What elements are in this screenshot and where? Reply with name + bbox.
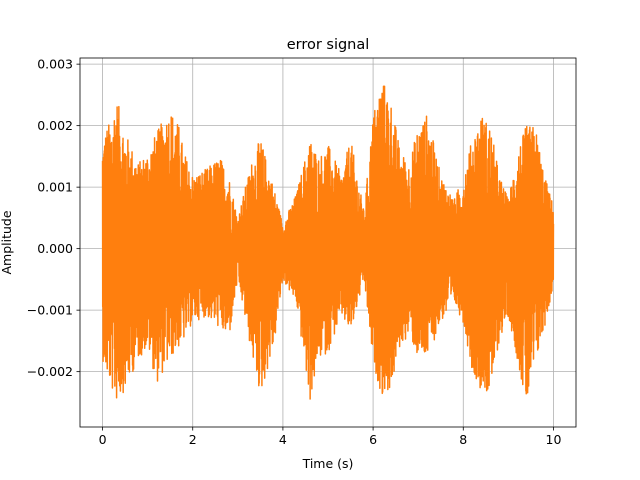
x-tick-label: 10 bbox=[546, 432, 562, 447]
plot-area bbox=[101, 85, 555, 400]
x-axis: 0 2 4 6 8 10 bbox=[99, 427, 562, 447]
axes-frame bbox=[79, 57, 577, 428]
y-axis: −0.002 −0.001 0.000 0.001 0.002 0.003 bbox=[27, 57, 80, 379]
y-tick-label: 0.002 bbox=[37, 118, 73, 133]
y-tick-label: 0.003 bbox=[37, 57, 73, 72]
y-tick-label: −0.002 bbox=[27, 364, 73, 379]
x-tick-label: 4 bbox=[279, 432, 287, 447]
y-tick-label: 0.000 bbox=[37, 241, 73, 256]
y-tick-label: −0.001 bbox=[27, 303, 73, 318]
x-axis-label: Time (s) bbox=[302, 456, 354, 471]
x-tick-label: 8 bbox=[459, 432, 467, 447]
y-axis-label: Amplitude bbox=[0, 210, 14, 274]
chart-title: error signal bbox=[287, 37, 370, 53]
y-tick-label: 0.001 bbox=[37, 180, 73, 195]
x-tick-label: 6 bbox=[369, 432, 377, 447]
x-tick-label: 0 bbox=[99, 432, 107, 447]
x-tick-label: 2 bbox=[189, 432, 197, 447]
series-error-signal-line bbox=[101, 85, 555, 400]
